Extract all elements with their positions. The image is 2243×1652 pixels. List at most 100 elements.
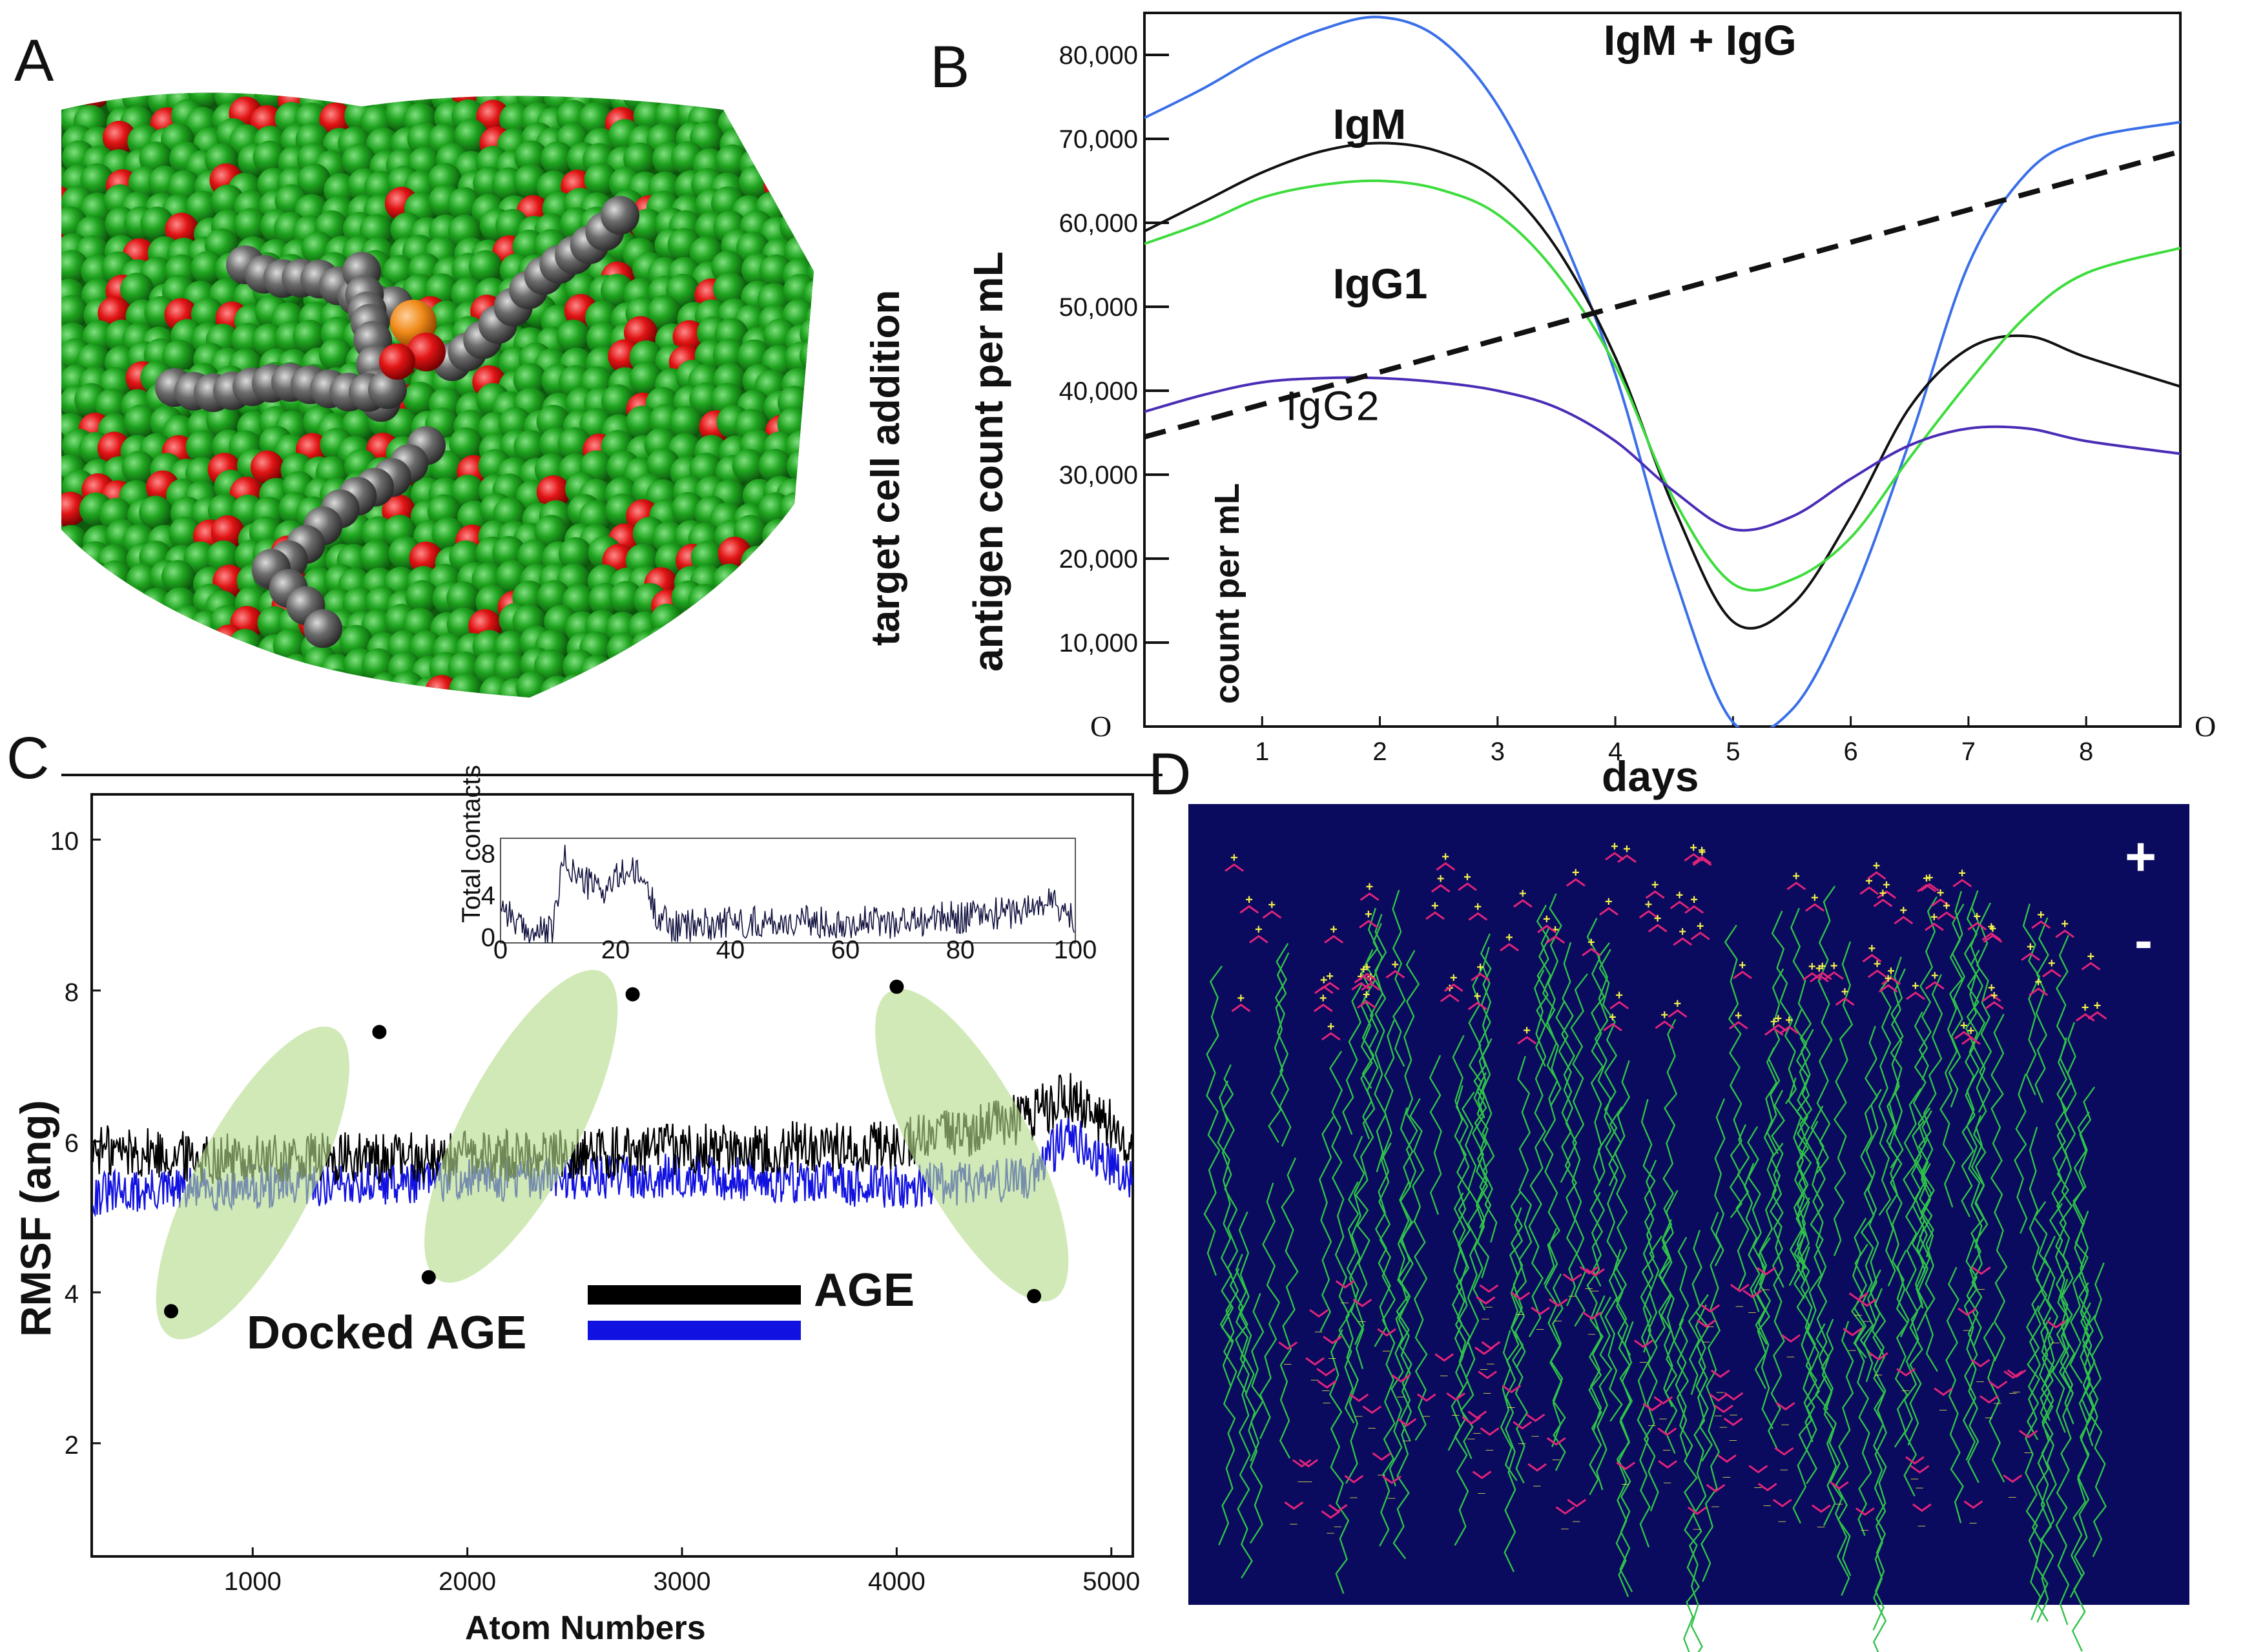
charge-mark: _ [1533, 1474, 1541, 1488]
lipid-chain [1833, 941, 1854, 1257]
lipid-chain [2051, 934, 2069, 1209]
marker-dot [163, 1304, 178, 1319]
charge-mark: _ [1835, 1492, 1843, 1506]
lipid-head [1316, 1368, 1336, 1377]
charge-mark: _ [1516, 1302, 1524, 1316]
charge-mark: _ [1328, 1347, 1336, 1361]
lipid-chain [1218, 1305, 1236, 1545]
lipid-head [1609, 1000, 1629, 1009]
carbon-atom [73, 625, 107, 659]
carbon-atom [584, 163, 618, 197]
charge-mark: + [1674, 997, 1682, 1011]
carbon-atom [713, 272, 747, 306]
charge-mark: + [1698, 843, 1706, 858]
lipid-chain [2025, 1305, 2041, 1620]
charge-mark: _ [1716, 1380, 1724, 1394]
carbon-atom [631, 630, 665, 664]
charge-mark: + [1841, 985, 1849, 999]
carbon-atom [654, 677, 688, 697]
x-tick-label: 2000 [439, 1567, 496, 1596]
lipid-chain [1392, 1181, 1412, 1560]
lipid-head [1313, 1004, 1333, 1013]
carbon-atom [253, 140, 287, 174]
lipid-head [2046, 1320, 2066, 1329]
carbon-atom [293, 320, 327, 354]
lipid-head [1582, 1311, 1602, 1320]
inset-x-tick-label: 20 [601, 936, 630, 964]
lipid-head [1829, 1481, 1849, 1490]
panel-a-molecule [61, 92, 814, 697]
carbon-atom [185, 191, 220, 225]
charge-mark: + [1237, 991, 1245, 1006]
lipid-head [1781, 1334, 1801, 1343]
charge-mark: _ [2012, 1380, 2021, 1394]
carbon-atom [784, 590, 814, 625]
lipid-head [1954, 1031, 1974, 1040]
lipid-head [1983, 934, 2003, 943]
lipid-head [2003, 1474, 2023, 1483]
y-tick-label: 50,000 [1059, 293, 1138, 322]
carbon-atom [468, 250, 502, 284]
carbon-atom [233, 650, 267, 684]
carbon-atom [780, 491, 814, 526]
lipid-chain [1403, 949, 1420, 1188]
lipid-head [1692, 857, 1712, 866]
inset-y-tick-label: 8 [481, 840, 495, 868]
carbon-atom [784, 632, 814, 666]
lipid-head [1692, 856, 1712, 865]
lipid-chain [1770, 1142, 1784, 1288]
carbon-atom [403, 382, 437, 416]
carbon-atom [712, 667, 747, 697]
lipid-head [1525, 1413, 1545, 1422]
chart-b-ylabel: antigen count per mL [965, 251, 1011, 672]
charge-mark: _ [1591, 1279, 1599, 1293]
charge-mark: _ [1711, 1494, 1720, 1509]
carbon-atom [762, 519, 796, 553]
charge-mark: _ [1621, 1472, 1629, 1487]
lipid-chain [1643, 1235, 1663, 1512]
charge-mark: + [1937, 886, 1945, 900]
lipid-head [1708, 1393, 1728, 1402]
lipid-head [1878, 984, 1898, 993]
carbon-atom [251, 676, 285, 697]
x-tick-label: 5 [1726, 738, 1740, 766]
carbon-atom [161, 560, 195, 594]
carbon-atom [121, 652, 156, 686]
lipid-head [1324, 934, 1344, 944]
lipid-head [1862, 954, 1882, 963]
lipid-head [1321, 1032, 1341, 1041]
carbon-atom [540, 676, 574, 697]
highlight-ellipse [156, 1026, 349, 1339]
carbon-atom [763, 141, 797, 175]
carbon-atom [805, 302, 814, 336]
carbon-atom [74, 585, 109, 619]
lipid-head [1937, 911, 1956, 920]
carbon-atom [803, 560, 814, 594]
lipid-head [1385, 969, 1405, 979]
charge-mark: + [1960, 1018, 1968, 1033]
charge-mark: _ [1451, 1403, 1460, 1417]
carbon-atom [541, 141, 575, 176]
carbon-atom [61, 562, 93, 596]
carbon-atom [61, 250, 89, 284]
lipid-head [1859, 886, 1879, 895]
lipid-chain [1788, 1029, 1814, 1286]
charge-mark: + [1690, 893, 1698, 907]
lipid-head [1357, 1000, 1376, 1009]
charge-mark: _ [1473, 1421, 1481, 1436]
oxygen-atom [379, 344, 415, 380]
carbon-atom [61, 389, 65, 424]
lipid-chain [1859, 1026, 1879, 1357]
carbon-atom [780, 209, 814, 243]
lipid-chain [1903, 1138, 1928, 1497]
carbon-atom [798, 544, 814, 578]
lipid-chain [1560, 942, 1575, 1183]
lipid-head [1567, 1498, 1587, 1507]
charge-mark: _ [2052, 1330, 2060, 1345]
carbon-atom [647, 625, 681, 659]
carbon-atom [741, 565, 775, 599]
inset-series-line [500, 845, 1075, 944]
lipid-chain [1914, 1107, 1933, 1275]
lipid-chain [1345, 1135, 1365, 1484]
carbon-atom [757, 544, 791, 579]
